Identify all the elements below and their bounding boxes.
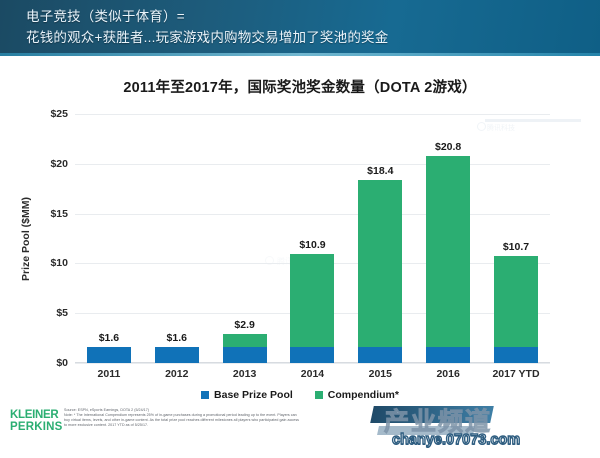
y-axis-tick: $20 (50, 157, 68, 170)
bar-value-label: $10.9 (299, 239, 326, 252)
footnote-line: Note: * The International Compendium rep… (64, 412, 297, 417)
y-axis-tick: $15 (50, 207, 68, 220)
gridline (75, 213, 550, 215)
plot-area: $0 $5 $10 $15 $20 $25 $1.6 2011 $1.6 2012 $2.9 201… (50, 108, 550, 380)
bar-value-label: $18.4 (367, 164, 394, 177)
bar-column[interactable]: $10.9 2014 (290, 114, 335, 380)
chart-legend: Base Prize Pool Compendium* (0, 389, 600, 401)
legend-item[interactable]: Base Prize Pool (201, 389, 293, 401)
bar-segment-base-prize-pool (222, 347, 267, 363)
gridline (75, 114, 550, 115)
watermark-corner-text: 产业频道 (384, 408, 493, 437)
bar-segment-base-prize-pool (493, 347, 538, 363)
bar-segment-compendium (493, 256, 538, 348)
bar-column[interactable]: $10.7 2017 YTD (492, 114, 539, 380)
bar-value-label: $1.6 (166, 332, 187, 345)
bar-segment-compendium (358, 179, 403, 348)
logo-line-1: KLEINER (10, 409, 59, 421)
legend-item[interactable]: Compendium* (314, 389, 399, 401)
x-axis-tick: 2016 (436, 368, 460, 380)
bar-segment-base-prize-pool (358, 347, 403, 363)
bar-stack: $1.6 (86, 332, 131, 363)
bar-segment-base-prize-pool (86, 347, 131, 363)
watermark-ribbon-secondary (377, 426, 475, 435)
bar-segment-compendium (290, 254, 335, 348)
y-axis-tick: $25 (50, 108, 68, 120)
bar-stack: $10.7 (493, 241, 538, 363)
y-axis-title: Prize Pool ($MM) (20, 196, 32, 282)
footnotes: Source: ESPN, eSports Earnings, DOTA 2 (… (64, 408, 364, 428)
bar-column[interactable]: $2.9 2013 (222, 114, 267, 380)
bar-segment-base-prize-pool (290, 347, 335, 363)
x-axis-tick: 2014 (300, 368, 325, 380)
watermark-ribbon (370, 406, 494, 423)
bar-column[interactable]: $20.8 2016 (426, 114, 471, 380)
bar-value-label: $20.8 (435, 140, 462, 153)
logo-line-2: PERKINS (10, 420, 63, 433)
gridline (75, 163, 550, 165)
y-axis-tick: $0 (56, 357, 68, 369)
bar-column[interactable]: $1.6 2012 (154, 114, 199, 380)
footnote-line: buy virtual items, levels, and other in-… (64, 417, 300, 422)
gridline (75, 363, 550, 364)
bar-series-group: $1.6 2011 $1.6 2012 $2.9 2013 $10.9 2014 $18.4 20… (75, 114, 550, 380)
bar-value-label: $1.6 (98, 332, 120, 345)
bar-column[interactable]: $1.6 2011 (86, 114, 131, 380)
watermark-corner-url: chanye.07073.com (391, 431, 521, 448)
bar-segment-base-prize-pool (426, 347, 471, 363)
legend-swatch-icon (314, 391, 323, 399)
bar-value-label: $2.9 (234, 319, 255, 332)
banner-divider (0, 53, 600, 56)
bar-segment-compendium (426, 155, 471, 348)
banner-line-1: 电子竞技（类似于体育）= (26, 9, 185, 24)
legend-swatch-icon (201, 391, 210, 399)
legend-label: Base Prize Pool (214, 389, 293, 401)
chart-title: 2011年至2017年，国际奖池奖金数量（DOTA 2游戏） (123, 80, 477, 96)
banner-line-2: 花钱的观众+获胜者...玩家游戏内购物交易增加了奖池的奖金 (26, 30, 389, 45)
x-axis-tick: 2012 (165, 368, 189, 380)
bar-stack: $1.6 (154, 332, 199, 363)
y-axis-tick: $10 (50, 257, 68, 270)
y-axis-tick: $5 (56, 307, 68, 320)
bar-stack: $20.8 (426, 141, 471, 363)
bar-column[interactable]: $18.4 2015 (358, 114, 403, 380)
bar-stack: $2.9 (222, 319, 267, 363)
bar-segment-compendium (222, 334, 267, 348)
bar-segment-base-prize-pool (154, 347, 199, 363)
header-banner: 电子竞技（类似于体育）= 花钱的观众+获胜者...玩家游戏内购物交易增加了奖池的… (0, 0, 600, 56)
slide-body: 2011年至2017年，国际奖池奖金数量（DOTA 2游戏） 腾讯科技 腾讯科技… (0, 56, 600, 450)
kleiner-perkins-logo: KLEINER PERKINS (10, 409, 63, 433)
x-axis-tick: 2011 (97, 368, 121, 380)
x-axis-tick: 2013 (232, 368, 257, 380)
x-axis-tick: 2017 YTD (492, 368, 540, 380)
footnote-line: Source: ESPN, eSports Earnings, DOTA 2 (… (64, 408, 150, 412)
x-axis-tick: 2015 (368, 368, 392, 380)
bar-value-label: $10.7 (502, 241, 530, 254)
footnote-line: to more exclusive content. 2017 YTD as o… (64, 422, 149, 427)
bar-stack: $10.9 (290, 239, 335, 363)
bar-stack: $18.4 (358, 165, 403, 363)
legend-label: Compendium* (327, 389, 399, 401)
